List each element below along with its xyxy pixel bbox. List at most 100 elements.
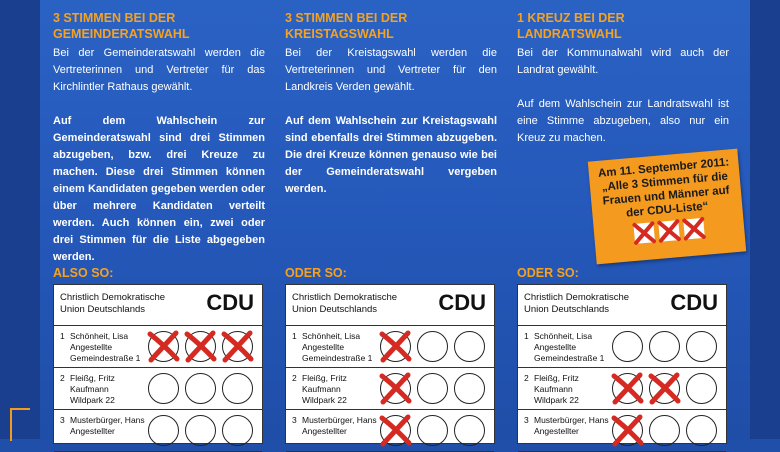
callout-text: Am 11. September 2011: „Alle 3 Stimmen f… [597, 156, 730, 220]
vote-circle[interactable] [686, 415, 717, 446]
vote-circle[interactable] [454, 415, 485, 446]
vote-circle-marked[interactable] [379, 330, 412, 363]
column-bold-text: Auf dem Wahlschein zur Gemeinderatswahl … [53, 115, 265, 263]
candidate-number: 1 [292, 331, 297, 341]
cross-icon [648, 372, 681, 405]
callout-cross-box [657, 219, 681, 243]
callout-cross-box [682, 216, 706, 241]
vote-circle-marked[interactable] [221, 330, 254, 363]
column-kreistagswahl: 3 STIMMEN BEI DER KREISTAGSWAHL Bei der … [285, 10, 497, 198]
vote-circles [612, 331, 717, 362]
column-heading: 3 STIMMEN BEI DER GEMEINDERATSWAHL [53, 11, 190, 41]
candidate-name-line: 2 Fleißg, Fritz [524, 373, 579, 384]
vote-circle[interactable] [686, 373, 717, 404]
candidate-number: 3 [60, 415, 65, 425]
candidate-name: Schönheit, Lisa [70, 331, 129, 341]
candidate-line3: Wildpark 22 [302, 395, 347, 405]
vote-circle-marked[interactable] [611, 372, 644, 405]
party-name: Christlich Demokratische Union Deutschla… [60, 292, 166, 315]
cross-icon [147, 330, 180, 363]
cross-icon [632, 221, 656, 245]
vote-circle-marked[interactable] [379, 372, 412, 405]
ballot-header: Christlich Demokratische Union Deutschla… [286, 285, 494, 326]
candidate-name: Musterbürger, Hans [302, 415, 377, 425]
vote-circle-marked[interactable] [648, 372, 681, 405]
ballot-label: ALSO SO: [53, 266, 114, 280]
candidate-row: 3 Musterbürger, Hans Angestellter [518, 410, 726, 452]
column-text: Bei der Kreistagswahl werden die Vertret… [285, 47, 497, 93]
column-bold-text: Auf dem Wahlschein zur Kreistagswahl sin… [285, 115, 497, 195]
vote-circle-marked[interactable] [184, 330, 217, 363]
candidate-name: Fleißg, Fritz [70, 373, 115, 383]
cross-icon [611, 414, 644, 447]
candidate-name-line: 1 Schönheit, Lisa [292, 331, 372, 342]
candidate-row: 2 Fleißg, Fritz Kaufmann Wildpark 22 [518, 368, 726, 410]
vote-circle[interactable] [649, 331, 680, 362]
column-heading: 1 KREUZ BEI DER LANDRATSWAHL [517, 11, 625, 41]
left-margin-band [0, 0, 40, 439]
candidate-number: 1 [60, 331, 65, 341]
callout-cross-box [632, 221, 656, 245]
vote-circle[interactable] [686, 331, 717, 362]
ballot-card: Christlich Demokratische Union Deutschla… [285, 284, 495, 452]
column-gemeinderatswahl: 3 STIMMEN BEI DER GEMEINDERATSWAHL Bei d… [53, 10, 265, 266]
vote-circle[interactable] [612, 331, 643, 362]
candidate-line3: Gemeindestraße 1 [70, 353, 141, 363]
candidate-line2: Angestellte [302, 342, 345, 352]
candidate-info: 2 Fleißg, Fritz Kaufmann Wildpark 22 [292, 373, 347, 406]
party-abbreviation: CDU [438, 290, 486, 315]
ballot-label: ODER SO: [285, 266, 347, 280]
vote-circle[interactable] [148, 373, 179, 404]
candidate-name: Schönheit, Lisa [302, 331, 361, 341]
ballot-header: Christlich Demokratische Union Deutschla… [54, 285, 262, 326]
candidate-number: 3 [292, 415, 297, 425]
column-text: Bei der Kommunalwahl wird auch der Landr… [517, 47, 729, 76]
vote-circles [611, 372, 717, 405]
callout-crosses [594, 214, 745, 247]
vote-circle[interactable] [417, 415, 448, 446]
candidate-name: Fleißg, Fritz [534, 373, 579, 383]
ballot-card: Christlich Demokratische Union Deutschla… [53, 284, 263, 452]
candidate-name-line: 1 Schönheit, Lisa [60, 331, 140, 342]
candidate-line3: Wildpark 22 [534, 395, 579, 405]
vote-circle[interactable] [417, 373, 448, 404]
vote-circle[interactable] [417, 331, 448, 362]
vote-circle[interactable] [185, 373, 216, 404]
candidate-name-line: 3 Musterbürger, Hans [60, 415, 145, 426]
candidate-line2: Angestellte [70, 342, 113, 352]
cross-icon [682, 216, 706, 241]
vote-circle[interactable] [454, 373, 485, 404]
vote-circle-marked[interactable] [147, 330, 180, 363]
candidate-info: 1 Schönheit, Lisa Angestellte Gemeindestraß… [60, 331, 140, 364]
party-abbreviation: CDU [206, 290, 254, 315]
vote-circle[interactable] [185, 415, 216, 446]
candidate-name-line: 2 Fleißg, Fritz [60, 373, 115, 384]
cross-icon [221, 330, 254, 363]
vote-circle-marked[interactable] [379, 414, 412, 447]
vote-circle[interactable] [148, 415, 179, 446]
cross-icon [379, 372, 412, 405]
candidate-info: 2 Fleißg, Fritz Kaufmann Wildpark 22 [524, 373, 579, 406]
candidate-line2: Angestellte [534, 342, 577, 352]
vote-circle-marked[interactable] [611, 414, 644, 447]
candidate-info: 2 Fleißg, Fritz Kaufmann Wildpark 22 [60, 373, 115, 406]
vote-circles [379, 414, 485, 447]
candidate-line2: Angestellter [534, 426, 579, 436]
candidate-row: 2 Fleißg, Fritz Kaufmann Wildpark 22 [286, 368, 494, 410]
right-margin-band [750, 0, 780, 439]
candidate-name-line: 3 Musterbürger, Hans [524, 415, 609, 426]
candidate-number: 2 [524, 373, 529, 383]
candidate-number: 3 [524, 415, 529, 425]
party-abbreviation: CDU [670, 290, 718, 315]
vote-circle[interactable] [222, 373, 253, 404]
candidate-info: 3 Musterbürger, Hans Angestellter [524, 415, 609, 437]
vote-circle[interactable] [454, 331, 485, 362]
vote-circles [148, 373, 253, 404]
vote-circles [147, 330, 254, 363]
column-heading: 3 STIMMEN BEI DER KREISTAGSWAHL [285, 11, 408, 41]
vote-circle[interactable] [649, 415, 680, 446]
party-name: Christlich Demokratische Union Deutschla… [524, 292, 630, 315]
orange-corner-decoration [10, 408, 30, 441]
ballot-header: Christlich Demokratische Union Deutschla… [518, 285, 726, 326]
vote-circle[interactable] [222, 415, 253, 446]
